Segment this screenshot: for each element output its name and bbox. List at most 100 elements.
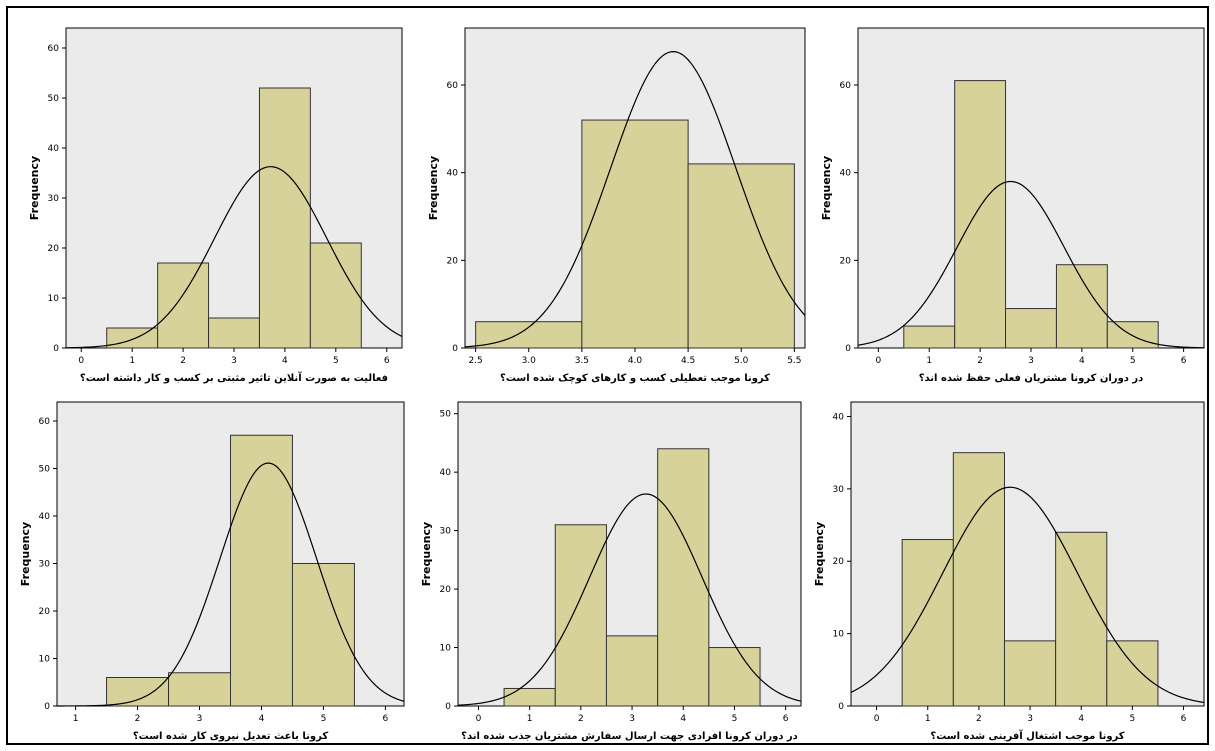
histogram-bar xyxy=(687,163,795,349)
y-tick-label: 0 xyxy=(445,702,451,712)
histogram-bar xyxy=(208,317,260,349)
y-tick-label: 10 xyxy=(440,644,452,654)
histogram-panel-1: 0 1 2 3 4 5 6 0 10 20 30 40 50 60 Frequency فعالیت به ص… xyxy=(16,16,406,388)
histogram-bar xyxy=(106,677,170,707)
y-tick-label: 0 xyxy=(452,344,458,354)
histogram-bar xyxy=(1055,531,1108,707)
y-axis-label: Frequency xyxy=(420,522,433,586)
y-tick-label: 0 xyxy=(838,702,844,712)
histogram-bar xyxy=(168,672,232,707)
y-tick-label: 40 xyxy=(440,468,452,478)
y-tick-label: 20 xyxy=(833,557,845,567)
x-axis-label: در دوران کرونا افرادی جهت ارسال سفارش مش… xyxy=(461,731,798,742)
x-tick-label: 1 xyxy=(129,356,135,366)
x-axis-label: در دوران کرونا مشتریان فعلی حفظ شده اند؟ xyxy=(919,373,1144,384)
y-tick-label: 30 xyxy=(39,560,51,570)
x-tick-label: 0 xyxy=(78,356,84,366)
x-tick-label: 4.5 xyxy=(681,356,695,366)
histogram-bar xyxy=(309,242,362,349)
x-tick-label: 4 xyxy=(680,714,686,724)
y-axis-label: Frequency xyxy=(813,522,826,586)
x-tick-label: 5 xyxy=(732,714,738,724)
histogram-panel-5: 0 1 2 3 4 5 6 0 10 20 30 40 50 Frequency در دوران کرون… xyxy=(413,390,805,742)
histogram-bar xyxy=(1106,321,1159,349)
histogram-2: 2.5 3.0 3.5 4.0 4.5 5.0 5.5 0 20 40 60 Frequency کرو… xyxy=(427,27,806,384)
x-tick-label: 2 xyxy=(578,714,584,724)
x-tick-label: 4 xyxy=(282,356,288,366)
histogram-bar xyxy=(708,647,761,707)
y-tick-label: 10 xyxy=(48,294,60,304)
x-tick-label: 5.0 xyxy=(734,356,749,366)
histogram-panel-4: 1 2 3 4 5 6 0 10 20 30 40 50 60 Frequency کرونا باعث ت… xyxy=(8,390,408,742)
y-tick-label: 0 xyxy=(44,702,50,712)
y-tick-label: 30 xyxy=(48,194,60,204)
x-tick-label: 2 xyxy=(135,714,141,724)
x-tick-label: 6 xyxy=(383,714,389,724)
x-tick-label: 5.5 xyxy=(787,356,801,366)
histogram-bar xyxy=(952,452,1005,707)
histogram-bar xyxy=(230,434,293,707)
x-tick-label: 1 xyxy=(527,714,533,724)
y-tick-label: 50 xyxy=(39,465,51,475)
x-tick-label: 2 xyxy=(976,714,982,724)
x-tick-label: 5 xyxy=(321,714,327,724)
histogram-6: 0 1 2 3 4 5 6 0 10 20 30 40 Frequency کرونا موجب اشتغ… xyxy=(813,401,1205,742)
x-axis-label: کرونا باعث تعدیل نیروی کار شده است؟ xyxy=(133,731,329,742)
histogram-panel-6: 0 1 2 3 4 5 6 0 10 20 30 40 Frequency کرونا موجب اشتغ… xyxy=(813,390,1208,742)
normal-curve xyxy=(457,493,802,706)
histogram-bar xyxy=(1106,640,1159,707)
y-tick-label: 60 xyxy=(447,81,459,91)
histogram-panel-2: 2.5 3.0 3.5 4.0 4.5 5.0 5.5 0 20 40 60 Frequency کرو… xyxy=(413,16,809,388)
y-axis-label: Frequency xyxy=(28,156,41,220)
y-tick-label: 40 xyxy=(39,512,51,522)
x-axis-label: کرونا موجب تعطیلی کسب و کارهای کوچک شده … xyxy=(500,373,770,384)
y-axis-label: Frequency xyxy=(820,156,833,220)
x-tick-label: 5 xyxy=(1130,356,1136,366)
x-tick-label: 1 xyxy=(926,356,932,366)
x-tick-label: 2 xyxy=(180,356,186,366)
normal-curve xyxy=(65,166,403,349)
histogram-bar xyxy=(581,119,689,349)
y-tick-label: 40 xyxy=(48,144,60,154)
histogram-bar xyxy=(291,563,355,707)
y-tick-label: 20 xyxy=(440,585,452,595)
y-tick-label: 50 xyxy=(440,410,452,420)
normal-curve xyxy=(850,486,1205,704)
x-tick-label: 1 xyxy=(73,714,79,724)
histogram-bar xyxy=(657,448,710,707)
x-tick-label: 5 xyxy=(1130,714,1136,724)
x-tick-label: 5 xyxy=(333,356,339,366)
x-tick-label: 3 xyxy=(1027,714,1033,724)
x-tick-label: 3 xyxy=(197,714,203,724)
y-tick-label: 0 xyxy=(53,344,59,354)
y-tick-label: 60 xyxy=(39,417,51,427)
histogram-bar xyxy=(554,524,607,707)
histogram-bar xyxy=(903,325,956,349)
x-tick-label: 1 xyxy=(925,714,931,724)
y-tick-label: 40 xyxy=(840,169,852,179)
x-tick-label: 6 xyxy=(1181,714,1187,724)
x-tick-label: 4 xyxy=(259,714,265,724)
histogram-bar xyxy=(106,327,159,349)
histogram-bar xyxy=(901,539,954,707)
x-tick-label: 3.5 xyxy=(575,356,589,366)
x-tick-label: 2 xyxy=(977,356,983,366)
y-tick-label: 10 xyxy=(833,630,845,640)
x-tick-label: 4 xyxy=(1079,356,1085,366)
x-tick-label: 0 xyxy=(476,714,482,724)
x-tick-label: 6 xyxy=(1181,356,1187,366)
histogram-bar xyxy=(503,687,556,707)
histogram-bar xyxy=(605,635,659,707)
y-tick-label: 10 xyxy=(39,655,51,665)
y-tick-label: 0 xyxy=(845,344,851,354)
x-tick-label: 3 xyxy=(1028,356,1034,366)
x-tick-label: 3.0 xyxy=(522,356,537,366)
x-tick-label: 0 xyxy=(875,356,881,366)
x-tick-label: 6 xyxy=(384,356,390,366)
y-tick-label: 20 xyxy=(48,244,60,254)
histogram-bar xyxy=(258,87,311,349)
histogram-bar xyxy=(1003,640,1057,707)
